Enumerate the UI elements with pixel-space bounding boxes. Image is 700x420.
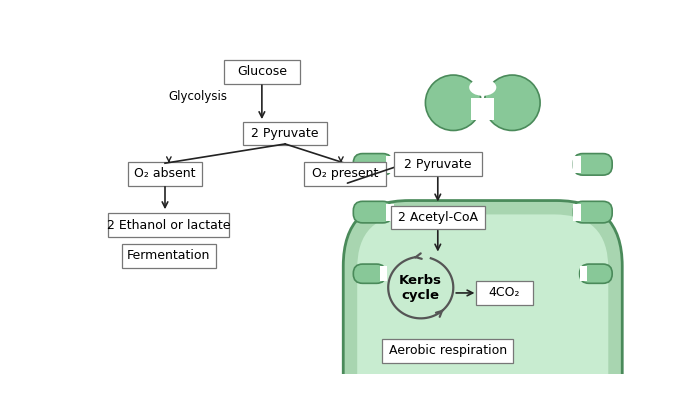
FancyBboxPatch shape (357, 214, 608, 420)
Text: 2 Pyruvate: 2 Pyruvate (404, 158, 472, 171)
Text: O₂ absent: O₂ absent (134, 167, 196, 180)
Ellipse shape (484, 75, 540, 131)
Ellipse shape (469, 79, 496, 96)
FancyBboxPatch shape (573, 154, 612, 175)
FancyBboxPatch shape (573, 201, 612, 223)
FancyBboxPatch shape (386, 156, 393, 173)
Text: 4CO₂: 4CO₂ (489, 286, 520, 299)
FancyBboxPatch shape (122, 244, 216, 268)
FancyBboxPatch shape (580, 264, 612, 284)
Text: Kerbs
cycle: Kerbs cycle (399, 273, 442, 302)
Text: 2 Ethanol or lactate: 2 Ethanol or lactate (107, 219, 230, 232)
FancyBboxPatch shape (354, 154, 392, 175)
FancyBboxPatch shape (382, 339, 513, 362)
FancyBboxPatch shape (386, 204, 393, 220)
FancyBboxPatch shape (343, 200, 622, 420)
Text: Glucose: Glucose (237, 66, 287, 79)
FancyBboxPatch shape (573, 156, 581, 173)
Text: Glycolysis: Glycolysis (168, 90, 227, 103)
FancyBboxPatch shape (379, 266, 387, 281)
Ellipse shape (426, 75, 481, 131)
FancyBboxPatch shape (128, 162, 202, 186)
FancyBboxPatch shape (393, 152, 482, 176)
FancyBboxPatch shape (580, 266, 587, 281)
Text: 2 Acetyl-CoA: 2 Acetyl-CoA (398, 211, 478, 224)
FancyBboxPatch shape (304, 162, 386, 186)
FancyBboxPatch shape (391, 205, 485, 229)
FancyBboxPatch shape (223, 60, 300, 84)
Text: Aerobic respiration: Aerobic respiration (389, 344, 507, 357)
FancyBboxPatch shape (354, 264, 386, 284)
FancyBboxPatch shape (243, 122, 328, 145)
Text: O₂ present: O₂ present (312, 167, 378, 180)
FancyBboxPatch shape (354, 201, 392, 223)
FancyBboxPatch shape (476, 281, 533, 305)
Text: 2 Pyruvate: 2 Pyruvate (251, 127, 319, 140)
Text: Fermentation: Fermentation (127, 249, 211, 262)
FancyBboxPatch shape (573, 204, 581, 220)
FancyBboxPatch shape (108, 213, 230, 237)
FancyBboxPatch shape (471, 98, 494, 120)
